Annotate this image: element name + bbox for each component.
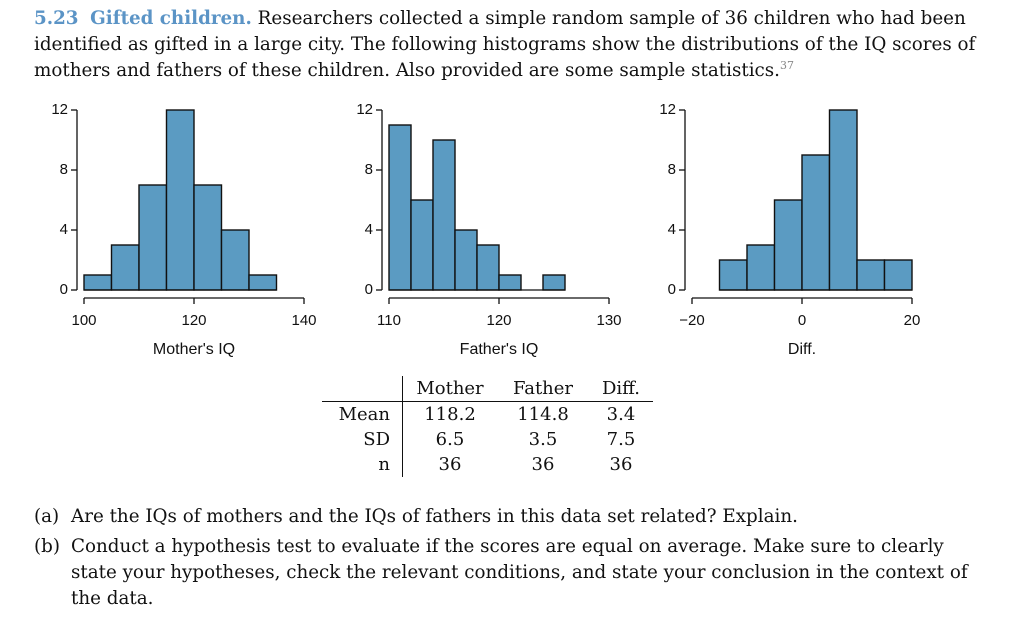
y-tick-label: 12 <box>51 101 68 118</box>
histogram-mothers-iq: 0 4 8 12 100 120 140 Mother's IQ <box>51 101 316 358</box>
histogram-bar <box>718 259 748 291</box>
x-tick-label: 0 <box>798 312 806 329</box>
histogram-fathers-iq: 0 4 8 12 110 120 130 Father's IQ <box>356 101 621 358</box>
y-tick-label: 0 <box>668 281 676 298</box>
stats-cell: 114.8 <box>517 404 569 425</box>
y-tick-label: 0 <box>60 281 68 298</box>
stats-header-row: Mother Father Diff. <box>322 376 653 402</box>
stats-row-label: n <box>322 452 403 477</box>
histogram-bar <box>828 109 858 291</box>
histogram-bar <box>138 184 168 291</box>
stats-row-sd: SD 6.5 3.5 7.5 <box>322 427 653 452</box>
y-tick-label: 8 <box>668 161 676 178</box>
x-axis-title: Father's IQ <box>460 341 539 358</box>
histogram-bar <box>498 274 522 291</box>
stats-row-n: n 36 36 36 <box>322 452 653 477</box>
y-tick-label: 12 <box>356 101 373 118</box>
stats-cell: 3.5 <box>528 429 558 450</box>
y-tick-label: 4 <box>365 221 373 238</box>
x-tick-label: 120 <box>486 312 511 329</box>
histogram-bar <box>410 199 434 291</box>
stats-cell: 3.4 <box>606 404 636 425</box>
stats-corner-cell <box>322 376 403 402</box>
x-tick-label: 140 <box>291 312 316 329</box>
x-axis-title: Diff. <box>788 341 816 358</box>
question-label: (a) <box>34 506 60 527</box>
histogram-bar <box>248 274 278 291</box>
histogram-bar <box>801 154 831 291</box>
x-tick-label: 100 <box>71 312 96 329</box>
stats-row-label: SD <box>322 427 403 452</box>
stats-row-label: Mean <box>322 401 403 427</box>
question-text: Conduct a hypothesis test to evaluate if… <box>71 536 968 609</box>
x-tick-label: 120 <box>181 312 206 329</box>
y-tick-label: 12 <box>659 101 676 118</box>
histogram-bar <box>432 139 456 291</box>
histogram-bar <box>83 274 113 291</box>
histogram-bar <box>746 244 776 291</box>
histogram-bar <box>773 199 803 291</box>
stats-cell: 118.2 <box>424 404 476 425</box>
exercise-title: Gifted children. <box>90 8 252 29</box>
histogram-bar <box>454 229 478 291</box>
x-tick-label: 110 <box>377 312 401 329</box>
y-tick-label: 8 <box>365 161 373 178</box>
stats-col-father: Father <box>497 376 589 402</box>
histogram-bar <box>110 244 140 291</box>
question-text: Are the IQs of mothers and the IQs of fa… <box>71 506 798 527</box>
y-tick-label: 4 <box>668 221 676 238</box>
histogram-bar <box>165 109 195 291</box>
y-tick-label: 0 <box>365 281 373 298</box>
stats-cell: 7.5 <box>606 429 636 450</box>
histogram-bar <box>476 244 500 291</box>
exercise-text: Researchers collected a simple random sa… <box>34 8 976 81</box>
stats-cell: 36 <box>531 454 555 475</box>
x-tick-label: −20 <box>679 312 704 329</box>
stats-cell: 36 <box>438 454 462 475</box>
question-b: (b) Conduct a hypothesis test to evaluat… <box>34 534 983 612</box>
stats-row-mean: Mean 118.2 114.8 3.4 <box>322 401 653 427</box>
exercise-number: 5.23 <box>34 8 79 29</box>
x-axis-title: Mother's IQ <box>153 341 235 358</box>
histogram-bar <box>883 259 913 291</box>
x-tick-label: 20 <box>904 312 921 329</box>
stats-cell: 6.5 <box>435 429 465 450</box>
exercise-intro: 5.23 Gifted children. Researchers collec… <box>34 6 994 84</box>
y-tick-label: 4 <box>60 221 68 238</box>
histogram-bar <box>220 229 250 291</box>
histogram-bar <box>193 184 223 291</box>
y-tick-label: 8 <box>60 161 68 178</box>
histogram-bar <box>388 124 412 291</box>
stats-col-mother: Mother <box>402 376 497 402</box>
x-tick-label: 130 <box>596 312 621 329</box>
question-label: (b) <box>34 536 60 557</box>
stats-col-diff: Diff. <box>589 376 653 402</box>
stats-cell: 36 <box>609 454 633 475</box>
sample-statistics-table: Mother Father Diff. Mean 118.2 114.8 3.4… <box>322 376 653 477</box>
histogram-bar <box>542 274 566 291</box>
question-a: (a) Are the IQs of mothers and the IQs o… <box>34 504 983 530</box>
histogram-bar <box>856 259 886 291</box>
footnote-marker: 37 <box>779 58 794 72</box>
